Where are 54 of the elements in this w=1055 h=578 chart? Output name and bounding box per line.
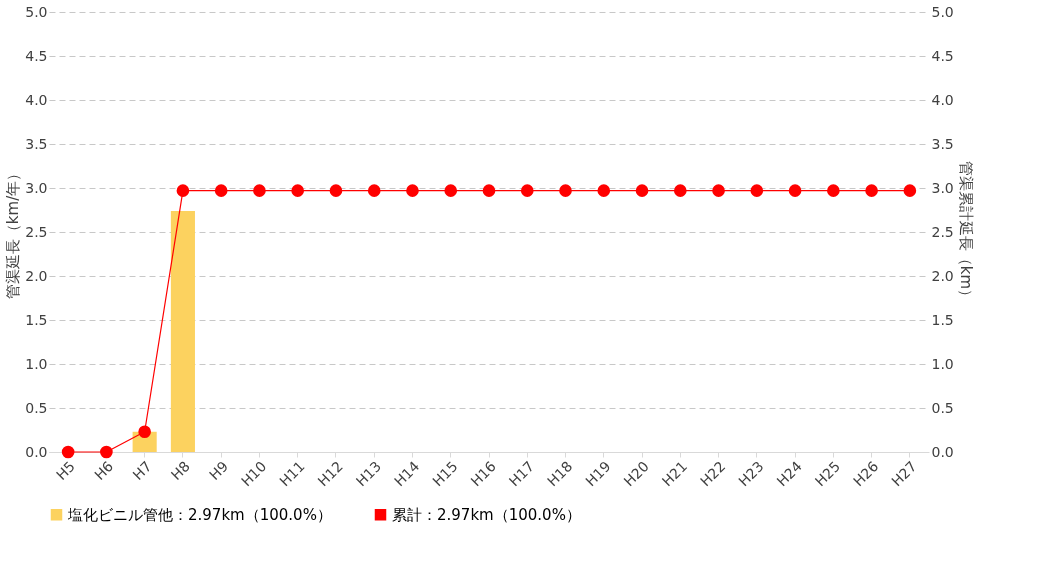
point	[367, 184, 381, 197]
y-axis-title: 管渠延長（km/年）	[4, 165, 23, 300]
y2-tick-label: 5.0	[931, 3, 954, 20]
x-tick-label: H9	[206, 458, 232, 484]
y2-tick-label: 0.0	[931, 443, 954, 460]
y2-tick-label: 1.5	[931, 311, 954, 328]
x-tick-label: H8	[167, 458, 193, 484]
y2-tick-label: 4.0	[931, 91, 954, 108]
y-tick-label: 1.0	[25, 355, 48, 372]
legend-label: 塩化ビニル管他：2.97km（100.0%）	[67, 505, 332, 524]
y-tick-label: 1.5	[25, 311, 48, 328]
y-tick-label: 0.5	[25, 399, 48, 416]
point	[291, 184, 305, 197]
y2-tick-label: 2.5	[931, 223, 954, 240]
point	[712, 184, 725, 197]
y-tick-label: 3.0	[25, 179, 48, 196]
y2-tick-label: 1.0	[931, 355, 954, 372]
point	[750, 184, 764, 197]
y-tick-label: 5.0	[25, 3, 48, 20]
x-tick-label: H7	[129, 458, 155, 484]
point	[406, 184, 419, 197]
point	[903, 184, 917, 197]
y2-tick-label: 3.0	[931, 179, 954, 196]
point	[482, 184, 496, 197]
point	[444, 184, 458, 197]
point	[61, 445, 75, 459]
y2-tick-label: 2.0	[931, 267, 954, 284]
point	[176, 184, 190, 197]
x-tick-label: H6	[91, 458, 117, 484]
point	[253, 184, 266, 197]
point	[827, 184, 840, 197]
y-tick-label: 2.0	[25, 267, 48, 284]
point	[597, 184, 611, 197]
y2-tick-label: 4.5	[931, 47, 954, 64]
point	[329, 184, 343, 197]
point	[559, 184, 572, 197]
point	[635, 184, 649, 197]
point	[865, 184, 878, 197]
point	[520, 184, 534, 197]
y2-tick-label: 0.5	[931, 399, 954, 416]
y-tick-label: 2.5	[25, 223, 48, 240]
y-tick-label: 0.0	[25, 443, 48, 460]
y-tick-label: 4.5	[25, 47, 48, 64]
point	[214, 184, 228, 197]
point	[673, 184, 687, 197]
legend-label: 累計：2.97km（100.0%）	[392, 505, 581, 524]
point	[138, 425, 151, 439]
y-tick-label: 3.5	[25, 135, 48, 152]
y-tick-label: 4.0	[25, 91, 48, 108]
y2-axis-title: 管渠累計延長（km）	[956, 160, 975, 305]
y2-tick-label: 3.5	[931, 135, 954, 152]
x-tick-label: H5	[52, 458, 79, 484]
point	[788, 184, 802, 197]
point	[100, 445, 113, 459]
